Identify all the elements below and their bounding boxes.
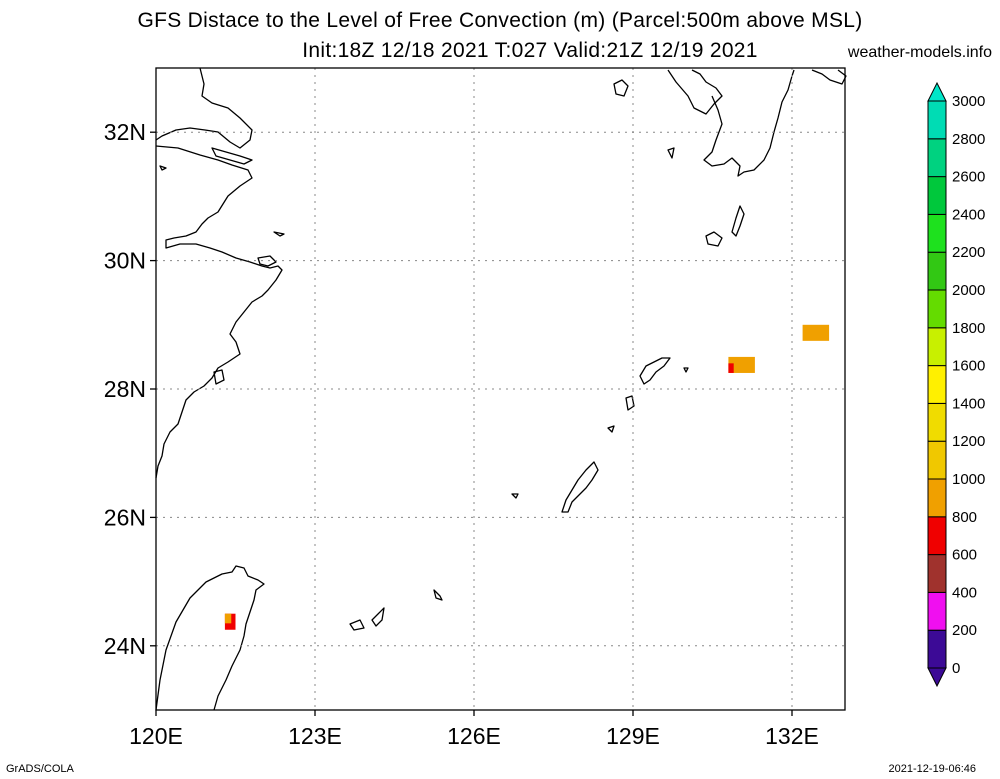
chart-title: GFS Distace to the Level of Free Convect… xyxy=(137,9,863,32)
colorbar-swatch-10 xyxy=(927,251,947,291)
island-okinawa xyxy=(561,461,599,513)
x-tick-label-2: 126E xyxy=(447,723,501,749)
footer-software-label: GrADS/COLA xyxy=(6,763,74,775)
colorbar-label-1: 200 xyxy=(952,622,977,639)
data-cell-3 xyxy=(728,363,734,373)
colorbar-label-3: 600 xyxy=(952,547,977,564)
data-cell-4 xyxy=(802,324,830,341)
coastline-shikoku xyxy=(811,69,847,85)
colorbar-swatch-14 xyxy=(927,100,947,140)
site-credit: weather-models.info xyxy=(847,44,992,61)
colorbar-label-7: 1400 xyxy=(952,395,985,412)
island-zhoushan-small xyxy=(273,231,285,237)
coastline-kyushu xyxy=(667,69,795,177)
x-tick-label-0: 120E xyxy=(129,723,183,749)
colorbar-swatch-7 xyxy=(927,365,947,404)
footer-timestamp: 2021-12-19-06:46 xyxy=(888,763,976,775)
island-tanegashima xyxy=(731,205,745,237)
y-tick-label-4: 32N xyxy=(104,119,146,145)
colorbar-label-15: 3000 xyxy=(952,93,985,110)
x-tick-label-3: 129E xyxy=(606,723,660,749)
y-tick-label-1: 26N xyxy=(104,504,146,530)
data-cell-2 xyxy=(728,356,755,373)
colorbar-label-8: 1600 xyxy=(952,358,985,375)
colorbar-label-0: 0 xyxy=(952,660,960,677)
y-tick-label-2: 28N xyxy=(104,376,146,402)
colorbar-label-4: 800 xyxy=(952,509,977,526)
x-tick-label-1: 123E xyxy=(288,723,342,749)
colorbar-swatch-5 xyxy=(927,440,947,480)
island-goto xyxy=(613,79,629,97)
coastline-taiwan xyxy=(155,565,265,711)
island-east-china-2 xyxy=(213,369,225,385)
grid-lines xyxy=(156,68,845,710)
island-koshiki xyxy=(667,147,675,159)
island-tokunoshima xyxy=(625,395,635,411)
y-axis-ticks: 24N 26N 28N 30N 32N xyxy=(104,119,156,659)
colorbar: 0 200 400 600 800 1000 1200 1400 1600 1800 2000 220… xyxy=(927,81,985,688)
data-cell-1 xyxy=(224,613,232,624)
island-amami xyxy=(639,357,671,385)
data-cells xyxy=(224,324,830,630)
colorbar-swatch-13 xyxy=(927,138,947,178)
x-axis-ticks: 120E 123E 126E 129E 132E xyxy=(129,710,819,749)
x-tick-label-4: 132E xyxy=(765,723,819,749)
colorbar-label-11: 2200 xyxy=(952,244,985,261)
colorbar-swatch-12 xyxy=(927,176,947,215)
chart-subtitle: Init:18Z 12/18 2021 T:027 Valid:21Z 12/1… xyxy=(302,39,758,62)
colorbar-over-arrow xyxy=(927,81,947,102)
colorbar-swatch-4 xyxy=(927,478,947,518)
colorbar-swatch-6 xyxy=(927,402,947,442)
colorbar-label-9: 1800 xyxy=(952,320,985,337)
colorbar-label-13: 2600 xyxy=(952,169,985,186)
colorbar-label-5: 1000 xyxy=(952,471,985,488)
colorbar-swatch-0 xyxy=(927,629,947,669)
coastline-china xyxy=(155,67,283,479)
y-tick-label-0: 24N xyxy=(104,633,146,659)
colorbar-swatch-2 xyxy=(927,554,947,593)
colorbar-swatch-1 xyxy=(927,591,947,631)
colorbar-swatch-11 xyxy=(927,213,947,253)
colorbar-under-arrow xyxy=(927,667,947,688)
colorbar-swatch-8 xyxy=(927,327,947,367)
colorbar-label-2: 400 xyxy=(952,584,977,601)
island-ishigaki xyxy=(371,607,385,627)
colorbar-swatch-3 xyxy=(927,516,947,556)
island-east-china-1 xyxy=(159,165,167,171)
coastline-yangtze-estuary xyxy=(211,147,253,165)
island-miyako xyxy=(433,589,443,601)
island-kikai xyxy=(683,367,689,373)
colorbar-label-10: 2000 xyxy=(952,282,985,299)
colorbar-label-12: 2400 xyxy=(952,206,985,223)
island-okinoerabu xyxy=(607,425,615,433)
colorbar-label-14: 2800 xyxy=(952,131,985,148)
coastline-layer xyxy=(155,67,847,711)
island-zhoushan xyxy=(257,255,277,267)
plot-frame xyxy=(155,67,846,711)
island-iriomote xyxy=(349,619,365,631)
colorbar-label-6: 1200 xyxy=(952,433,985,450)
y-tick-label-3: 30N xyxy=(104,248,146,274)
island-kume xyxy=(511,493,519,499)
colorbar-swatch-9 xyxy=(927,289,947,329)
island-yakushima xyxy=(705,231,723,247)
